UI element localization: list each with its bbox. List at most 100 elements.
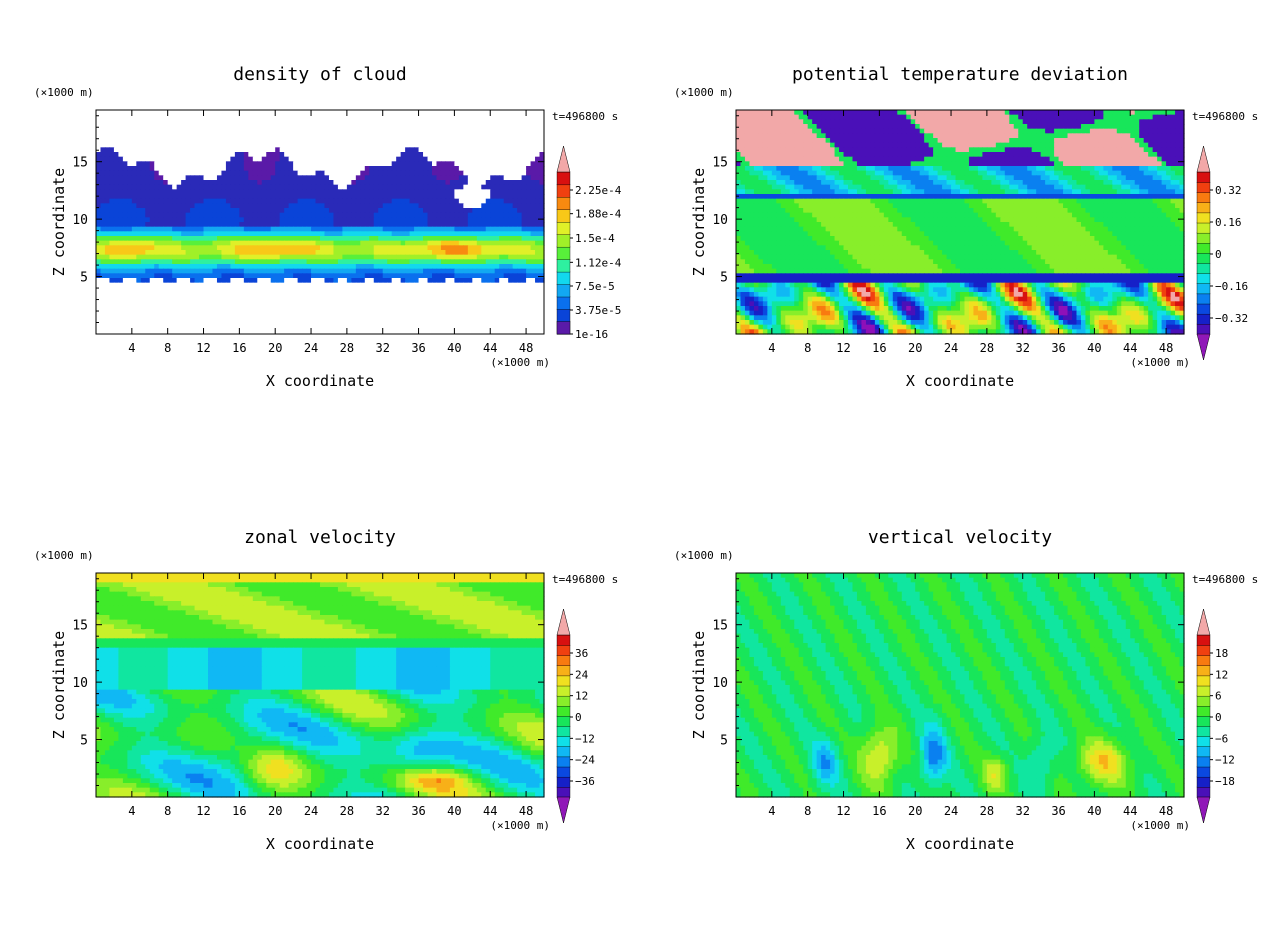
field-cell xyxy=(186,320,191,325)
field-cell xyxy=(136,194,141,199)
field-cell xyxy=(504,129,509,134)
field-cell xyxy=(401,231,406,236)
field-cell xyxy=(109,264,114,269)
field-cell xyxy=(338,315,343,320)
field-cell xyxy=(454,325,459,330)
colorbar-label: 1.88e-4 xyxy=(575,208,622,221)
field-cell xyxy=(136,110,141,115)
field-cell xyxy=(136,147,141,152)
field-cell xyxy=(159,175,164,180)
field-cell xyxy=(378,147,383,152)
field-cell xyxy=(100,231,105,236)
field-cell xyxy=(333,320,338,325)
field-cell xyxy=(159,320,164,325)
field-cell xyxy=(423,199,428,204)
field-cell xyxy=(307,306,312,311)
field-cell xyxy=(217,203,222,208)
field-cell xyxy=(490,180,495,185)
field-cell xyxy=(293,301,298,306)
field-cell xyxy=(284,259,289,264)
field-cell xyxy=(468,315,473,320)
field-cell xyxy=(163,208,168,213)
field-cell xyxy=(472,315,477,320)
field-cell xyxy=(454,227,459,232)
field-cell xyxy=(204,311,209,316)
field-cell xyxy=(154,306,159,311)
field-cell xyxy=(445,119,450,124)
field-cell xyxy=(1068,110,1073,115)
field-cell xyxy=(463,194,468,199)
field-cell xyxy=(275,231,280,236)
field-cell xyxy=(316,325,321,330)
field-cell xyxy=(324,250,329,255)
field-cell xyxy=(230,320,235,325)
field-cell xyxy=(369,208,374,213)
field-cell xyxy=(428,315,433,320)
field-cell xyxy=(454,157,459,162)
field-cell xyxy=(445,301,450,306)
field-cell xyxy=(342,161,347,166)
field-cell xyxy=(307,245,312,250)
field-cell xyxy=(463,264,468,269)
field-cell xyxy=(266,231,271,236)
field-cell xyxy=(172,119,177,124)
field-cell xyxy=(333,180,338,185)
field-cell xyxy=(289,250,294,255)
field-cell xyxy=(387,133,392,138)
field-cell xyxy=(333,283,338,288)
field-cell xyxy=(374,194,379,199)
field-cell xyxy=(495,199,500,204)
field-cell xyxy=(333,115,338,120)
field-cell xyxy=(127,315,132,320)
field-cell xyxy=(450,208,455,213)
field-cell xyxy=(248,245,253,250)
field-cell xyxy=(154,166,159,171)
field-cell xyxy=(226,250,231,255)
field-cell xyxy=(114,231,119,236)
field-cell xyxy=(208,297,213,302)
field-cell xyxy=(190,297,195,302)
field-cell xyxy=(329,301,334,306)
field-cell xyxy=(799,110,804,115)
field-cell xyxy=(490,273,495,278)
field-cell xyxy=(221,119,226,124)
field-cell xyxy=(351,152,356,157)
field-cell xyxy=(127,273,132,278)
field-cell xyxy=(419,133,424,138)
field-cell xyxy=(338,180,343,185)
field-cell xyxy=(383,301,388,306)
field-cell xyxy=(212,241,217,246)
field-cell xyxy=(96,129,101,134)
field-cell xyxy=(226,306,231,311)
field-cell xyxy=(150,115,155,120)
field-cell xyxy=(365,152,370,157)
field-cell xyxy=(289,133,294,138)
field-cell xyxy=(289,138,294,143)
field-cell xyxy=(136,185,141,190)
field-cell xyxy=(226,161,231,166)
field-cell xyxy=(248,259,253,264)
field-cell xyxy=(136,171,141,176)
field-cell xyxy=(481,301,486,306)
field-cell xyxy=(508,236,513,241)
field-cell xyxy=(817,110,822,115)
field-cell xyxy=(405,264,410,269)
field-cell xyxy=(253,185,258,190)
field-cell xyxy=(324,227,329,232)
field-cell xyxy=(271,185,276,190)
field-cell xyxy=(248,185,253,190)
field-cell xyxy=(289,152,294,157)
field-cell xyxy=(168,180,173,185)
field-cell xyxy=(383,203,388,208)
field-cell xyxy=(360,171,365,176)
field-cell xyxy=(253,199,258,204)
field-cell xyxy=(445,283,450,288)
field-cell xyxy=(414,315,419,320)
field-cell xyxy=(168,241,173,246)
field-cell xyxy=(401,259,406,264)
field-cell xyxy=(230,250,235,255)
field-cell xyxy=(302,269,307,274)
field-cell xyxy=(118,250,123,255)
field-cell xyxy=(441,217,446,222)
field-cell xyxy=(329,180,334,185)
